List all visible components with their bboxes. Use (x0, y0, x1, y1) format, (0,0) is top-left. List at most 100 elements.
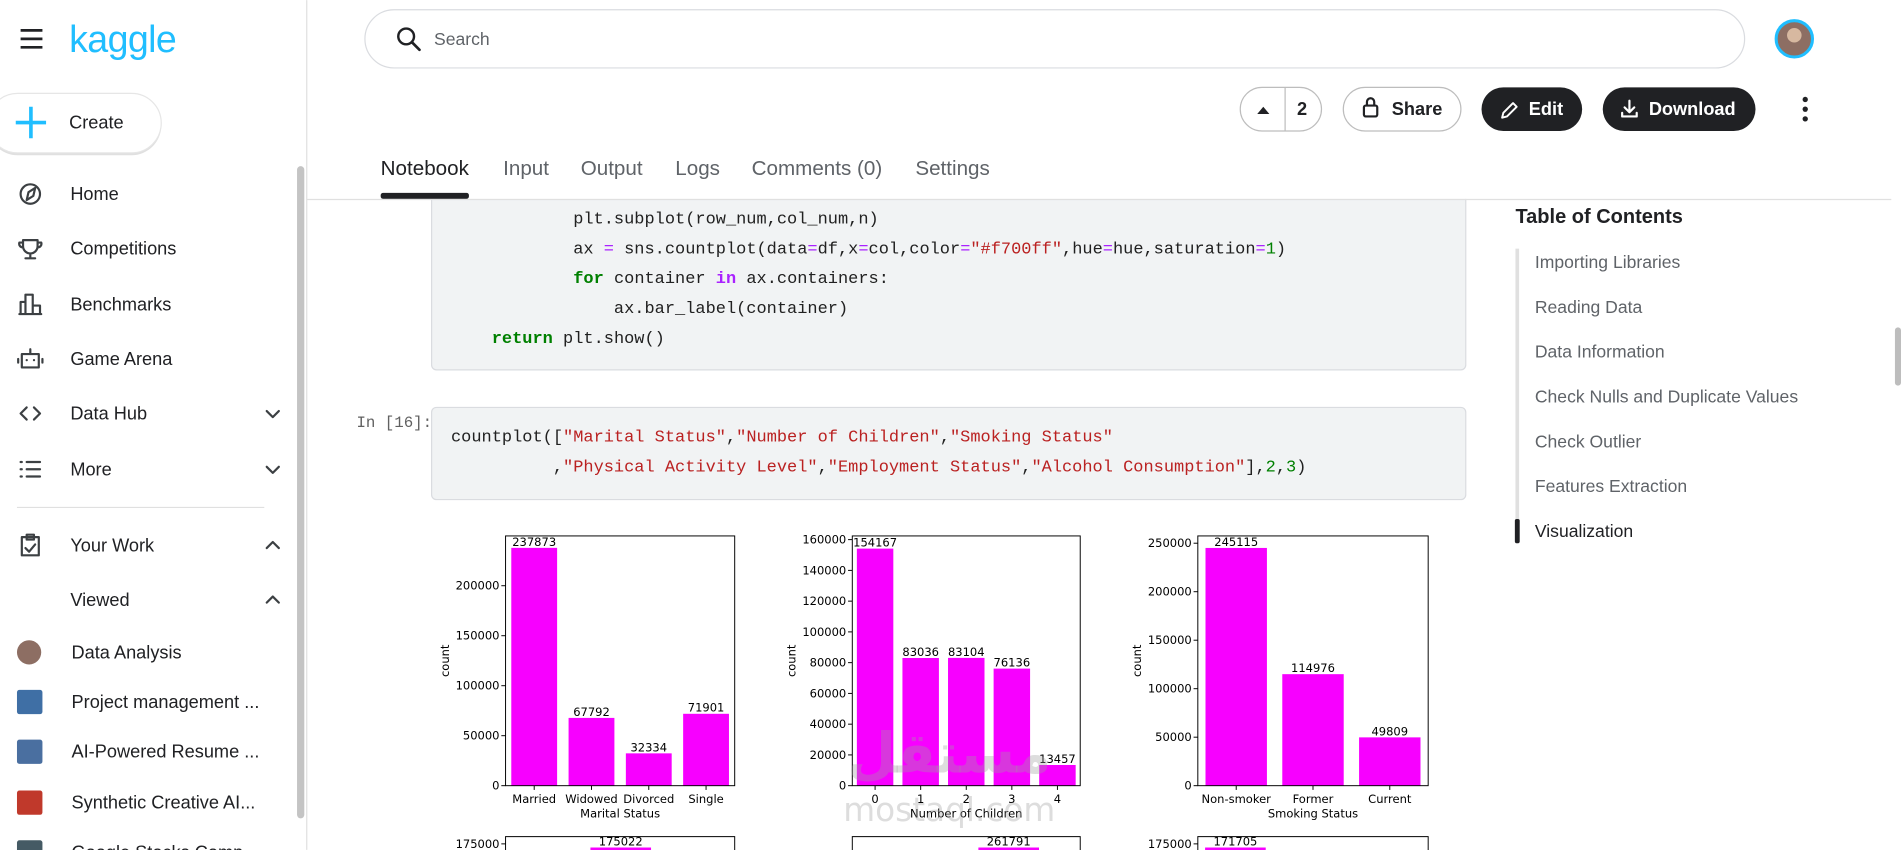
recent-item[interactable]: AI-Powered Resume ... (72, 742, 260, 762)
bar (1282, 674, 1344, 786)
nav-item[interactable]: More (70, 459, 111, 479)
code-token: ], (1245, 458, 1265, 477)
vote-button[interactable] (1239, 86, 1323, 132)
kaggle-logo[interactable]: kaggle (69, 18, 177, 60)
x-tick-label: 0 (871, 792, 878, 806)
recent-item[interactable]: Project management ... (72, 692, 260, 712)
tab[interactable]: Settings (915, 157, 989, 180)
your-work[interactable]: Your Work (70, 536, 155, 556)
your-work-icon (20, 533, 40, 557)
y-tick-label: 100000 (1148, 682, 1192, 696)
code-line: for container in ax.containers: (451, 270, 889, 289)
bar (993, 668, 1031, 786)
code-token: = (807, 240, 817, 259)
recent-thumbnail (16, 790, 43, 815)
nav-icon (18, 293, 43, 316)
search-icon (410, 41, 421, 52)
x-tick-label: 3 (1008, 792, 1015, 806)
tab[interactable]: Comments (0) (752, 157, 883, 180)
expand-chevron (265, 409, 280, 419)
x-tick-label: Married (512, 792, 556, 806)
page-scrollbar (1894, 327, 1901, 386)
y-tick-label: 200000 (456, 579, 500, 593)
bar (568, 717, 615, 786)
tab[interactable]: Logs (675, 157, 720, 180)
y-tick-label: 0 (839, 779, 846, 793)
tab-underline (380, 192, 469, 199)
nav-item[interactable]: Data Hub (70, 403, 147, 423)
toc-item[interactable]: Check Outlier (1535, 431, 1642, 451)
recent-item[interactable]: Synthetic Creative AI... (72, 793, 256, 813)
toc-active-indicator (1514, 518, 1520, 544)
edit-button[interactable] (1481, 87, 1583, 131)
code-token: countplot([ (451, 428, 563, 447)
bar (683, 713, 729, 786)
code-token: ax.containers: (736, 270, 889, 289)
nav-icon (19, 183, 42, 205)
create-plus-icon (15, 106, 47, 139)
bar-chart: 154167 0 83036 1 83104 2 76136 3 13457 4 0 20000 400… (785, 533, 1081, 821)
code-token: sns.countplot(data (614, 240, 807, 259)
search-box[interactable] (364, 9, 1746, 69)
code-token: ax (451, 240, 604, 259)
toc-item[interactable]: Visualization (1535, 521, 1633, 541)
code-token: , (1276, 458, 1286, 477)
search-icon (397, 27, 416, 46)
nav-item[interactable]: Benchmarks (70, 294, 171, 314)
user-avatar-face (1787, 27, 1802, 43)
toc-item[interactable]: Features Extraction (1535, 476, 1687, 496)
more-menu-dot[interactable] (1802, 96, 1808, 103)
code-token: plt.show() (553, 329, 665, 348)
tab[interactable]: Output (581, 157, 643, 180)
toc-title: Table of Contents (1515, 206, 1682, 228)
code-token: 3 (1286, 458, 1296, 477)
bar (625, 753, 672, 786)
y-tick-label: 0 (1184, 779, 1191, 793)
plot-frame (851, 535, 1081, 787)
y-tick-label: 160000 (802, 533, 846, 547)
bar (511, 547, 558, 786)
nav-item[interactable]: Home (70, 184, 118, 204)
recent-item[interactable]: Data Analysis (72, 642, 182, 662)
bar-chart: 237873 Married 67792 Widowed 32334 Divorced 71… (438, 535, 736, 821)
tab[interactable]: Input (503, 157, 549, 180)
x-tick-label: Widowed (565, 792, 617, 806)
toc-item[interactable]: Data Information (1535, 342, 1665, 362)
nav-item[interactable]: Game Arena (70, 349, 173, 369)
code-line: ax = sns.countplot(data=df,x=col,color="… (451, 240, 1286, 259)
value-label: 67792 (573, 705, 610, 719)
code-token: "Marital Status" (563, 428, 726, 447)
top-bar: Search 2 Share Edit Download Notebook Input Out… (306, 0, 1901, 201)
code-line: plt.subplot(row_num,col_num,n) (451, 210, 879, 229)
download-button[interactable] (1602, 87, 1756, 131)
tab[interactable]: Notebook (381, 157, 470, 180)
more-menu-dot[interactable] (1802, 116, 1808, 122)
y-tick-label: 50000 (1155, 730, 1192, 744)
bar-chart: 245115 Non-smoker 114976 Former 49809 Current… (1130, 535, 1429, 821)
code-token: plt.subplot(row_num,col_num,n) (451, 210, 879, 229)
code-token: 1 (1266, 240, 1276, 259)
code-token: , (940, 428, 950, 447)
notebook-content: plt.subplot(row_num,col_num,n) ax = sns.… (356, 181, 1901, 850)
upvote-icon (1257, 106, 1270, 115)
code-token: in (716, 270, 736, 289)
watermark: مستقل (847, 722, 1051, 787)
sidebar: kaggle Create Home Competitions Benchmarks Ga… (0, 0, 308, 850)
bar (1039, 764, 1076, 786)
y-tick-label: 175000 (1148, 837, 1192, 850)
x-axis-label: Smoking Status (1268, 807, 1358, 821)
y-tick-label: 120000 (802, 594, 846, 608)
more-menu-dot[interactable] (1802, 106, 1808, 112)
viewed[interactable]: Viewed (70, 590, 129, 610)
recent-item[interactable]: Google Stocks Comp... (72, 842, 259, 850)
toc-item[interactable]: Check Nulls and Duplicate Values (1535, 387, 1798, 407)
edit-icon (1501, 102, 1518, 119)
create-button[interactable] (0, 92, 162, 154)
nav-item[interactable]: Competitions (70, 239, 176, 259)
toc-item[interactable]: Importing Libraries (1535, 252, 1681, 272)
bar (948, 657, 985, 786)
value-label: 13457 (1039, 752, 1076, 766)
toc-item[interactable]: Reading Data (1535, 297, 1643, 317)
cell-prompt: In [16]: (356, 414, 432, 432)
